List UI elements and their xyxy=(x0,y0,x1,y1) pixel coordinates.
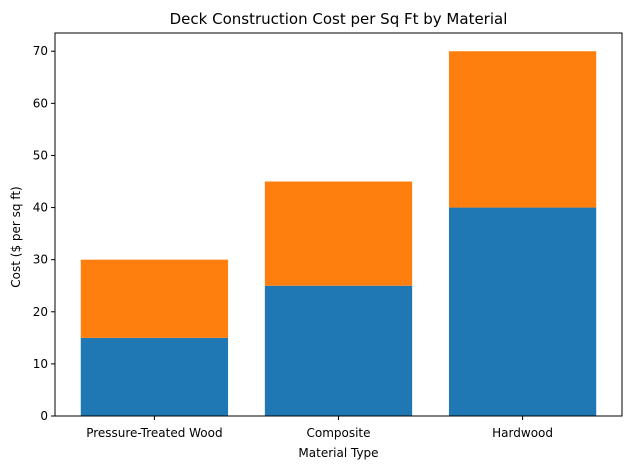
y-tick-label: 20 xyxy=(33,305,48,319)
bar-series1-3 xyxy=(448,207,597,416)
chart-title: Deck Construction Cost per Sq Ft by Mate… xyxy=(170,10,508,28)
y-tick-label: 60 xyxy=(33,96,48,110)
bar-series1-2 xyxy=(264,285,413,416)
plot-area xyxy=(54,32,623,417)
y-axis: 0 10 20 30 40 50 60 70 xyxy=(33,44,55,423)
x-tick-label: Pressure-Treated Wood xyxy=(86,426,222,440)
y-tick-label: 30 xyxy=(33,253,48,267)
x-axis: Pressure-Treated Wood Composite Hardwood xyxy=(86,416,553,440)
x-tick-label: Composite xyxy=(306,426,370,440)
x-axis-label: Material Type xyxy=(298,446,378,460)
y-tick-label: 50 xyxy=(33,148,48,162)
y-tick-label: 0 xyxy=(40,409,48,423)
x-tick-label: Hardwood xyxy=(492,426,553,440)
y-tick-label: 40 xyxy=(33,201,48,215)
bar-series2-1 xyxy=(80,259,229,338)
y-tick-label: 10 xyxy=(33,357,48,371)
y-axis-label: Cost ($ per sq ft) xyxy=(9,186,23,287)
bar-series1-1 xyxy=(80,337,229,416)
y-tick-label: 70 xyxy=(33,44,48,58)
bar-series2-2 xyxy=(264,181,413,286)
bar-series2-3 xyxy=(448,51,597,208)
